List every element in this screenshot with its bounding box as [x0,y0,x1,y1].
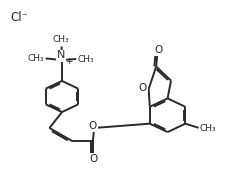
Text: N: N [57,50,65,60]
Text: CH₃: CH₃ [77,55,94,63]
Text: O: O [89,154,98,164]
Text: O: O [154,45,162,55]
Text: CH₃: CH₃ [199,124,215,133]
Text: +: + [64,57,72,66]
Text: CH₃: CH₃ [53,35,69,44]
Text: Cl⁻: Cl⁻ [10,11,28,24]
Text: CH₃: CH₃ [28,54,44,63]
Text: O: O [88,121,96,131]
Text: O: O [138,83,146,93]
